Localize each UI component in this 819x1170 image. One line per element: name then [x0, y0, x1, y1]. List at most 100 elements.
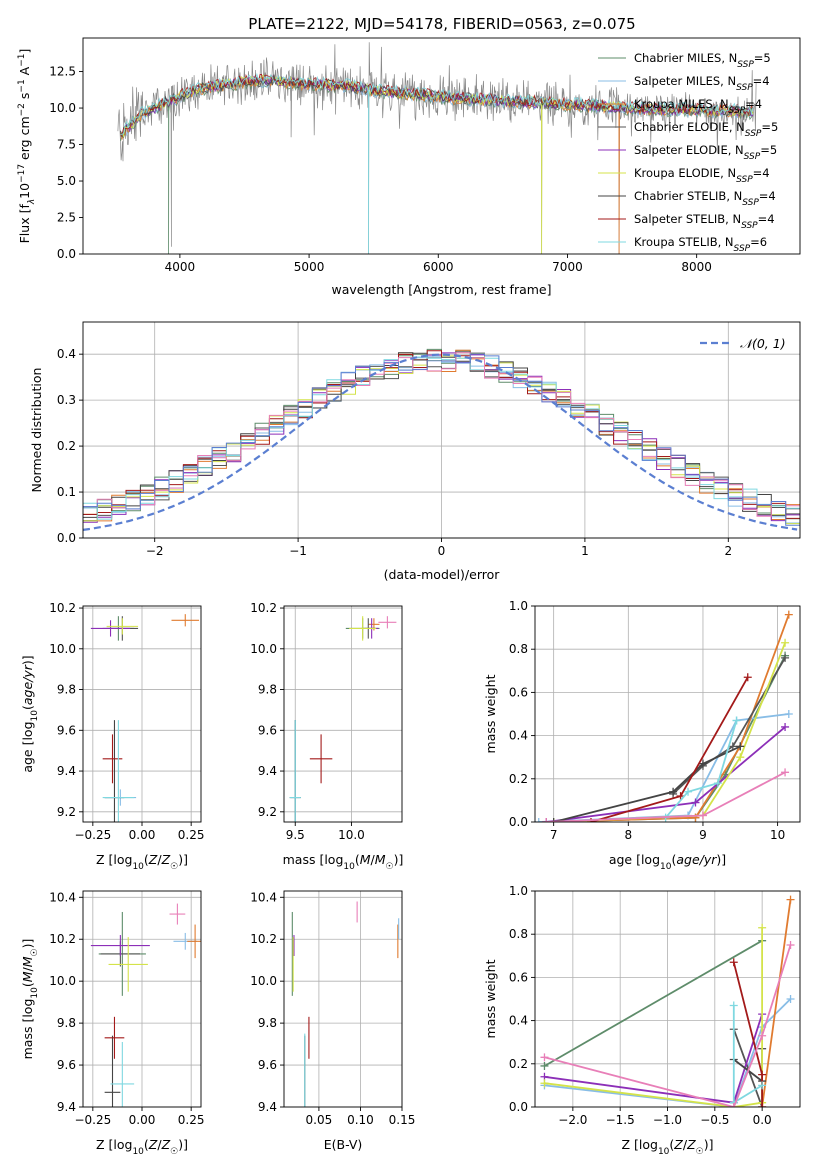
- weight-marker: [535, 818, 543, 822]
- x-axis-label: Z [log10(Z/Z☉)]: [621, 1137, 713, 1157]
- label-part: mass [log: [283, 852, 344, 867]
- y-tick-label: 12.5: [49, 65, 76, 79]
- label-part: SSP: [745, 129, 762, 139]
- y-tick-label: 10.2: [250, 932, 277, 946]
- label-part: SSP: [736, 175, 753, 185]
- weight-series: [540, 923, 767, 1107]
- label-part: M: [20, 956, 35, 967]
- y-tick-label: 9.8: [57, 1016, 76, 1030]
- label-part: =4: [758, 212, 775, 226]
- y-tick-label: 9.6: [57, 1058, 76, 1072]
- weight-line: [544, 927, 763, 1107]
- y-tick-label: 9.4: [258, 1100, 277, 1114]
- label-part: M: [360, 852, 371, 867]
- x-tick-label: −1.5: [606, 1113, 635, 1127]
- weight-series: [549, 742, 745, 822]
- label-part: )]: [178, 852, 188, 867]
- x-tick-label: 7: [550, 828, 558, 842]
- error-bar-point: [309, 734, 333, 784]
- weight-marker: [781, 722, 790, 731]
- label-part: )]: [704, 1137, 714, 1152]
- weight-line: [553, 642, 786, 822]
- weight-marker: [781, 653, 790, 662]
- y-tick-label: 0.6: [509, 685, 528, 699]
- label-part: =5: [761, 120, 778, 134]
- label-part: age/yr: [676, 852, 717, 867]
- y-tick-label: 2.5: [57, 211, 76, 225]
- legend-entry: Chabrier ELODIE, NSSP=5: [634, 120, 778, 139]
- x-tick-label: −1: [289, 544, 307, 558]
- y-tick-label: 9.6: [258, 723, 277, 737]
- label-part: =4: [759, 189, 776, 203]
- y-tick-label: 9.8: [258, 1016, 277, 1030]
- y-tick-label: 0.8: [509, 642, 528, 656]
- weight-series: [542, 768, 790, 822]
- label-part: Salpeter MILES, N: [634, 74, 736, 88]
- label-part: (: [671, 852, 676, 867]
- x-tick-label: 9.5: [286, 828, 305, 842]
- label-part: =5: [754, 51, 771, 65]
- label-part: Chabrier ELODIE, N: [634, 120, 745, 134]
- y-tick-label: 0.0: [509, 1100, 528, 1114]
- label-part: E(B-V): [324, 1137, 363, 1152]
- y-tick-label: 10.4: [250, 890, 277, 904]
- label-part: ☉: [170, 1147, 178, 1157]
- y-tick-label: 0.4: [509, 729, 528, 743]
- weight-series: [549, 638, 790, 822]
- plot-area: [90, 614, 200, 822]
- model-spectrum-line: [120, 72, 754, 254]
- error-bar-point: [289, 720, 301, 822]
- label-part: SSP: [737, 60, 754, 70]
- y-tick-label: 9.4: [57, 1100, 76, 1114]
- weight-marker: [542, 818, 551, 822]
- panel-spectrum: 4000 5000 6000 7000 8000 0.0 2.5 5.0 7.5 10.0 12.5…: [17, 37, 801, 297]
- weight-marker: [540, 1079, 549, 1088]
- weight-marker: [786, 995, 795, 1003]
- label-part: 10: [343, 862, 355, 872]
- weight-line: [761, 899, 792, 1107]
- y-tick-label: 0.8: [509, 927, 528, 941]
- legend-entry: Kroupa STELIB, NSSP=6: [634, 235, 767, 254]
- x-tick-label: −0.25: [74, 1113, 111, 1127]
- x-tick-label: 0.15: [389, 1113, 416, 1127]
- label-part: λ: [27, 199, 37, 205]
- weight-marker: [736, 742, 745, 751]
- label-part: SSP: [742, 198, 759, 208]
- y-tick-label: 10.0: [250, 642, 277, 656]
- label-part: ☉: [170, 862, 178, 872]
- weight-marker: [758, 923, 767, 932]
- label-part: erg cm: [17, 116, 32, 164]
- axes-frame: [283, 890, 403, 1108]
- y-tick-label: 0.3: [57, 393, 76, 407]
- plot-area: [90, 903, 201, 1107]
- legend-entry: Salpeter STELIB, NSSP=4: [634, 212, 775, 231]
- legend-entry: Salpeter MILES, NSSP=4: [634, 74, 770, 93]
- y-tick-label: 10.0: [49, 642, 76, 656]
- label-part: /: [683, 1137, 688, 1152]
- label-part: age [log: [609, 852, 660, 867]
- label-part: Z [log: [96, 1137, 132, 1152]
- error-bar-point: [90, 935, 150, 957]
- weight-marker: [669, 787, 678, 796]
- label-part: =6: [750, 235, 767, 249]
- error-bar-point: [171, 614, 200, 627]
- y-tick-label: 0.2: [509, 772, 528, 786]
- label-part: 10: [660, 862, 672, 872]
- weight-line: [544, 944, 792, 1107]
- label-part: SSP: [744, 152, 761, 162]
- label-part: /: [371, 852, 376, 867]
- label-part: SSP: [734, 244, 751, 254]
- x-tick-label: 0.25: [178, 1113, 205, 1127]
- residual-legend: 𝒩(0, 1): [700, 336, 786, 351]
- label-part: =4: [753, 74, 770, 88]
- label-part: 10: [17, 183, 32, 199]
- label-part: Kroupa MILES, N: [634, 97, 729, 111]
- weight-line: [544, 939, 763, 1067]
- x-tick-label: 8: [624, 828, 632, 842]
- x-axis-label: wavelength [Angstrom, rest frame]: [331, 282, 551, 297]
- x-axis-label: mass [log10(M/M☉)]: [283, 852, 404, 872]
- weight-marker: [540, 1061, 549, 1070]
- error-bar-point: [110, 1041, 135, 1107]
- y-tick-label: 1.0: [509, 599, 528, 613]
